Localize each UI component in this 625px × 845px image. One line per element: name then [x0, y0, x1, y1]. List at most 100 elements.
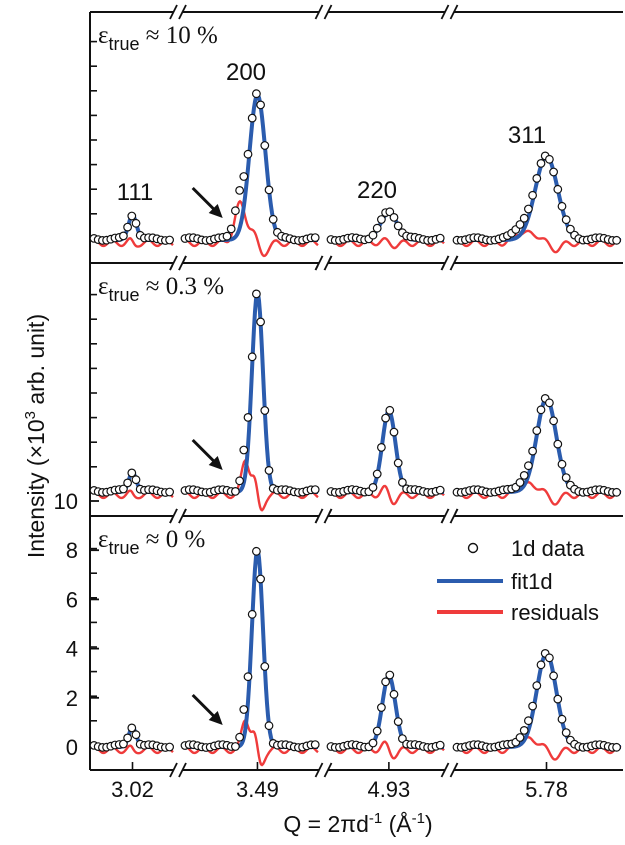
residuals-line: [91, 489, 174, 500]
1d-data-point: [515, 478, 525, 487]
1d-data-point: [385, 670, 395, 680]
1d-data-point: [260, 406, 270, 415]
1d-data-point: [532, 426, 542, 436]
1d-data-point: [519, 213, 529, 223]
1d-data-point: [127, 211, 137, 221]
residuals-line: [454, 229, 622, 254]
annotation-layer: εtrue ≈ 10 % εtrue ≈ 0.3 % εtrue ≈ 0 % 111 2…: [98, 22, 546, 725]
1d-data-point: [268, 214, 278, 224]
1d-data-point: [222, 231, 232, 241]
axis-break-mark: [440, 762, 450, 778]
1d-data-point: [372, 726, 382, 736]
axis-break-gap: [444, 764, 455, 776]
1d-data-point: [251, 89, 261, 99]
axis-break-mark: [314, 508, 324, 524]
1d-data-point: [557, 459, 567, 469]
x-axis-title: Q = 2πd-1 (Å-1): [283, 810, 432, 837]
legend-label-residuals: residuals: [511, 600, 599, 625]
1d-data-point: [243, 149, 253, 159]
residuals-line: [454, 480, 622, 506]
1d-data-point: [566, 224, 575, 234]
1d-data-point: [561, 215, 571, 225]
1d-data-point: [557, 714, 567, 724]
x-tick-label: 5.78: [525, 777, 568, 802]
x-tick-label: 4.93: [367, 777, 410, 802]
strain-label: εtrue ≈ 10 %: [98, 22, 218, 54]
1d-data-point: [372, 223, 382, 233]
1d-data-point: [264, 721, 274, 731]
peak-label: 220: [357, 177, 397, 204]
axis-break-gap: [444, 510, 455, 522]
axis-break-mark: [178, 255, 187, 271]
1d-data-point: [381, 413, 391, 423]
1d-data-point: [435, 485, 445, 495]
1d-data-point: [256, 100, 266, 110]
1d-data-point: [435, 233, 445, 243]
1d-data-point: [310, 233, 320, 243]
axis-break-mark: [314, 255, 324, 271]
1d-data-point: [230, 487, 240, 496]
1d-data-point: [123, 478, 132, 488]
residuals-line: [91, 236, 174, 248]
1d-data-point: [519, 726, 529, 735]
1d-data-point: [389, 212, 399, 222]
axis-break-mark: [178, 762, 187, 778]
1d-data-point: [118, 231, 128, 241]
1d-data-point: [612, 235, 621, 245]
legend-label-fit1d: fit1d: [511, 569, 553, 594]
axis-break-gap: [173, 257, 183, 269]
axis-break-mark: [178, 4, 187, 20]
panel-frames: 3.02 3.49 4.93 5.78 0 2 4 6 8 10: [54, 4, 623, 802]
axis-break-mark: [314, 762, 324, 778]
1d-data-point: [561, 473, 571, 483]
1d-data-point: [524, 716, 533, 726]
peak-label: 200: [226, 59, 266, 86]
axis-break-mark: [169, 762, 178, 778]
axis-break-mark: [449, 762, 459, 778]
1d-data-point: [536, 158, 546, 168]
shoulder-arrow-head: [208, 204, 223, 218]
1d-data-point: [393, 458, 403, 468]
1d-data-point: [377, 443, 386, 452]
1d-data-point: [532, 173, 542, 183]
x-tick-label: 3.02: [111, 777, 154, 802]
axis-break-mark: [169, 255, 178, 271]
1d-data-point: [398, 478, 407, 487]
1d-data-point: [368, 483, 378, 492]
axis-break-mark: [449, 4, 459, 20]
shoulder-arrow-head: [208, 711, 223, 725]
1d-data-point: [131, 218, 141, 228]
1d-data-point: [549, 167, 558, 177]
residuals-line: [91, 744, 174, 755]
1d-data-point: [377, 703, 386, 712]
1d-data-point: [235, 476, 245, 486]
1d-data-point: [528, 190, 537, 200]
1d-data-point: [256, 317, 266, 327]
1d-data-point: [549, 671, 558, 681]
1d-data-point: [515, 220, 525, 229]
1d-data-point: [243, 413, 253, 422]
1d-data-point: [549, 416, 558, 426]
axis-break-gap: [318, 764, 329, 776]
axis-break-mark: [169, 4, 178, 20]
1d-data-point: [226, 224, 236, 234]
1d-data-point: [612, 742, 621, 752]
axis-break-gap: [173, 764, 183, 776]
1d-data-point: [524, 461, 533, 471]
strain-label: εtrue ≈ 0.3 %: [98, 273, 224, 305]
peak-label: 311: [508, 122, 546, 149]
1d-data-point: [545, 653, 554, 663]
y-tick-label: 6: [66, 587, 78, 612]
1d-data-point: [247, 352, 257, 362]
1d-data-point: [260, 141, 270, 150]
axis-break-gap: [444, 6, 455, 18]
axis-break-mark: [323, 762, 333, 778]
1d-data-point: [377, 215, 386, 224]
1d-data-point: [528, 701, 537, 711]
1d-data-point: [239, 445, 249, 455]
axis-break-gap: [318, 510, 329, 522]
1d-data-point: [165, 487, 175, 497]
axis-break-mark: [314, 4, 324, 20]
1d-data-point: [393, 221, 403, 231]
y-tick-label: 10: [54, 489, 78, 514]
